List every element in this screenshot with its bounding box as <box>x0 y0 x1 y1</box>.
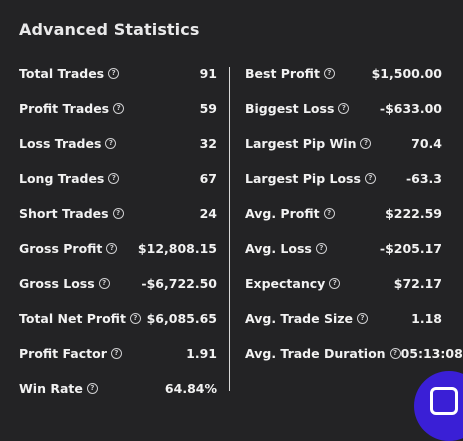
stat-row: Avg. Trade Duration? 05:13:08 <box>245 336 463 371</box>
stat-label: Profit Trades <box>19 101 110 116</box>
stat-row: Loss Trades? 32 <box>19 126 217 161</box>
stat-value: -$205.17 <box>379 241 442 256</box>
stat-row: Largest Pip Loss? -63.3 <box>245 161 442 196</box>
column-divider <box>229 67 230 391</box>
section-title: Advanced Statistics <box>19 20 200 39</box>
stat-value: $1,500.00 <box>371 66 442 81</box>
stat-value: 67 <box>199 171 217 186</box>
help-icon[interactable]: ? <box>315 243 327 254</box>
stat-label: Expectancy <box>245 276 326 291</box>
stat-label: Profit Factor <box>19 346 107 361</box>
stat-label: Gross Loss <box>19 276 95 291</box>
right-stats-column: Best Profit? $1,500.00 Biggest Loss? -$6… <box>245 56 463 371</box>
stat-value: 70.4 <box>411 136 442 151</box>
stat-row: Expectancy? $72.17 <box>245 266 442 301</box>
stat-row: Win Rate? 64.84% <box>19 371 217 406</box>
stat-label: Largest Pip Loss <box>245 171 361 186</box>
help-icon[interactable]: ? <box>108 173 120 184</box>
stat-label: Total Trades <box>19 66 105 81</box>
stat-label: Avg. Profit <box>245 206 320 221</box>
stat-row: Avg. Profit? $222.59 <box>245 196 442 231</box>
stat-value: 05:13:08 <box>400 346 463 361</box>
help-icon[interactable]: ? <box>364 173 376 184</box>
stat-value: -63.3 <box>405 171 442 186</box>
stat-value: 64.84% <box>164 381 217 396</box>
help-icon[interactable]: ? <box>98 278 110 289</box>
stat-value: $72.17 <box>393 276 442 291</box>
stat-row: Avg. Trade Size? 1.18 <box>245 301 442 336</box>
stat-label: Avg. Loss <box>245 241 312 256</box>
stat-row: Total Trades? 91 <box>19 56 217 91</box>
help-icon[interactable]: ? <box>323 208 335 219</box>
stat-value: $6,085.65 <box>146 311 217 326</box>
stat-value: -$6,722.50 <box>141 276 217 291</box>
help-icon[interactable]: ? <box>357 313 368 324</box>
help-icon[interactable]: ? <box>360 138 372 149</box>
stat-row: Total Net Profit? $6,085.65 <box>19 301 217 336</box>
stat-row: Profit Factor? 1.91 <box>19 336 217 371</box>
help-icon[interactable]: ? <box>106 243 118 254</box>
stat-label: Avg. Trade Duration <box>245 346 386 361</box>
left-stats-column: Total Trades? 91 Profit Trades? 59 Loss … <box>19 56 217 406</box>
stat-label: Gross Profit <box>19 241 103 256</box>
stat-value: 1.18 <box>411 311 442 326</box>
stat-row: Avg. Loss? -$205.17 <box>245 231 442 266</box>
stat-value: 32 <box>199 136 217 151</box>
stat-row: Short Trades? 24 <box>19 196 217 231</box>
stat-row: Long Trades? 67 <box>19 161 217 196</box>
help-icon[interactable]: ? <box>389 348 401 359</box>
stat-value: 59 <box>199 101 217 116</box>
help-icon[interactable]: ? <box>110 348 122 359</box>
stat-value: 91 <box>199 66 217 81</box>
help-icon[interactable]: ? <box>113 103 125 114</box>
stat-value: 1.91 <box>186 346 217 361</box>
stat-row: Profit Trades? 59 <box>19 91 217 126</box>
help-icon[interactable]: ? <box>338 103 350 114</box>
stat-value: $222.59 <box>385 206 442 221</box>
help-icon[interactable]: ? <box>105 138 117 149</box>
stat-label: Best Profit <box>245 66 320 81</box>
stat-label: Total Net Profit <box>19 311 126 326</box>
chat-launcher-button[interactable] <box>414 371 463 441</box>
stat-row: Gross Loss? -$6,722.50 <box>19 266 217 301</box>
stat-row: Largest Pip Win? 70.4 <box>245 126 442 161</box>
chat-icon <box>430 387 458 415</box>
stat-value: $12,808.15 <box>137 241 217 256</box>
stat-label: Long Trades <box>19 171 105 186</box>
stat-value: -$633.00 <box>379 101 442 116</box>
stat-label: Win Rate <box>19 381 83 396</box>
help-icon[interactable]: ? <box>112 208 124 219</box>
stat-label: Avg. Trade Size <box>245 311 353 326</box>
help-icon[interactable]: ? <box>86 383 98 394</box>
help-icon[interactable]: ? <box>108 68 120 79</box>
stat-row: Biggest Loss? -$633.00 <box>245 91 442 126</box>
help-icon[interactable]: ? <box>129 313 141 324</box>
stat-label: Loss Trades <box>19 136 102 151</box>
stat-row: Best Profit? $1,500.00 <box>245 56 442 91</box>
help-icon[interactable]: ? <box>329 278 341 289</box>
stat-value: 24 <box>199 206 217 221</box>
stat-label: Largest Pip Win <box>245 136 357 151</box>
stat-label: Biggest Loss <box>245 101 335 116</box>
stat-label: Short Trades <box>19 206 109 221</box>
stat-row: Gross Profit? $12,808.15 <box>19 231 217 266</box>
help-icon[interactable]: ? <box>323 68 335 79</box>
